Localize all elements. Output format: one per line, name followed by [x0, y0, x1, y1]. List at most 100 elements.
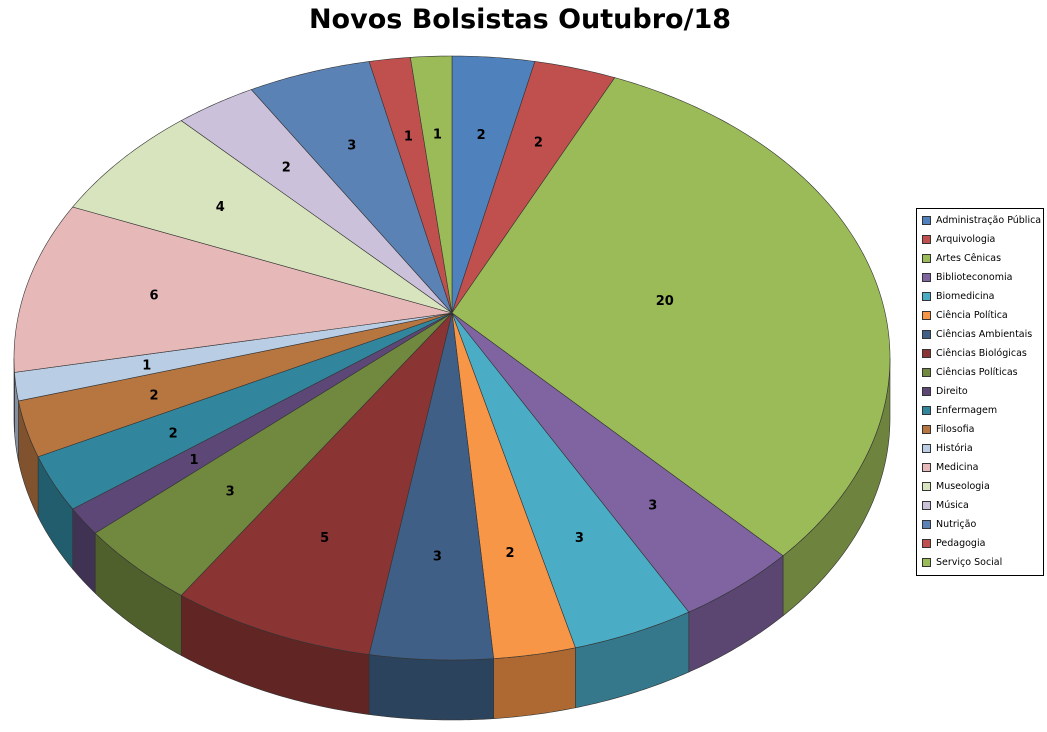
legend-label: Administração Pública [936, 215, 1042, 226]
legend-item: Ciências Políticas [917, 363, 1043, 382]
legend-item: História [917, 439, 1043, 458]
legend-label: Biblioteconomia [936, 272, 1013, 283]
pie-slice [410, 55, 453, 314]
legend-label: Direito [936, 386, 968, 397]
legend-swatch [922, 482, 931, 491]
legend-swatch [922, 520, 931, 529]
pie-slice [451, 312, 576, 659]
legend-item: Direito [917, 382, 1043, 401]
pie-slice-side [493, 647, 576, 719]
legend-swatch [922, 216, 931, 225]
data-label: 1 [433, 127, 442, 142]
legend-swatch [922, 444, 931, 453]
data-label: 3 [648, 498, 657, 513]
pie-slice [180, 311, 453, 655]
pie-slice [14, 312, 453, 402]
legend-item: Pedagogia [917, 534, 1043, 553]
pie-slice [18, 312, 453, 458]
pie-slice [451, 61, 616, 314]
legend-label: Ciências Políticas [936, 367, 1018, 378]
legend-item: Enfermagem [917, 401, 1043, 420]
legend-label: Ciências Ambientais [936, 329, 1033, 340]
legend-label: Enfermagem [936, 405, 998, 416]
legend-item: Serviço Social [917, 553, 1043, 572]
pie-slice [451, 312, 784, 613]
pie-slice-side [368, 654, 494, 721]
legend-item: Ciência Política [917, 306, 1043, 325]
legend-label: Artes Cênicas [936, 253, 1002, 264]
legend-label: Filosofia [936, 424, 975, 435]
legend-swatch [922, 425, 931, 434]
legend-swatch [922, 406, 931, 415]
data-label: 1 [190, 453, 199, 468]
pie-slice [13, 206, 453, 373]
legend-label: Biomedicina [936, 291, 995, 302]
legend-label: Pedagogia [936, 538, 986, 549]
data-label: 6 [150, 289, 159, 304]
legend-item: Biblioteconomia [917, 268, 1043, 287]
legend-swatch [922, 558, 931, 567]
pie-slice [37, 312, 453, 510]
legend-label: História [936, 443, 973, 454]
legend-swatch [922, 330, 931, 339]
legend-item: Museologia [917, 477, 1043, 496]
legend-swatch [922, 368, 931, 377]
legend-item: Ciências Ambientais [917, 325, 1043, 344]
pie-slice [180, 89, 453, 314]
pie-slice [72, 120, 453, 314]
legend-label: Arquivologia [936, 234, 996, 245]
legend-swatch [922, 501, 931, 510]
data-label: 3 [226, 484, 235, 499]
legend-label: Música [936, 500, 969, 511]
legend: Administração Pública Arquivologia Artes C… [916, 208, 1044, 576]
legend-item: Medicina [917, 458, 1043, 477]
data-label: 1 [142, 359, 151, 374]
data-label: 3 [433, 550, 442, 565]
legend-swatch [922, 273, 931, 282]
legend-label: Museologia [936, 481, 990, 492]
legend-swatch [922, 463, 931, 472]
data-label: 20 [656, 294, 674, 309]
legend-item: Biomedicina [917, 287, 1043, 306]
pie-slice [368, 57, 453, 314]
pie-slice [451, 77, 891, 557]
data-label: 2 [150, 388, 159, 403]
legend-item: Artes Cênicas [917, 249, 1043, 268]
chart-title: Novos Bolsistas Outubro/18 [308, 4, 732, 35]
legend-swatch [922, 387, 931, 396]
legend-item: Filosofia [917, 420, 1043, 439]
legend-swatch [922, 311, 931, 320]
pie-slice [368, 312, 494, 661]
data-label: 3 [347, 139, 356, 154]
pie-slice [72, 312, 453, 534]
pie-slice [250, 61, 453, 314]
pie-slice [451, 55, 536, 314]
legend-item: Arquivologia [917, 230, 1043, 249]
data-label: 4 [216, 200, 225, 215]
pie-slice [451, 312, 690, 649]
data-label: 2 [534, 136, 543, 151]
data-label: 3 [575, 531, 584, 546]
legend-label: Ciência Política [936, 310, 1008, 321]
data-label: 2 [506, 546, 515, 561]
data-label: 2 [282, 161, 291, 176]
legend-swatch [922, 254, 931, 263]
data-label: 2 [169, 426, 178, 441]
legend-label: Nutrição [936, 519, 977, 530]
legend-item: Ciências Biológicas [917, 344, 1043, 363]
pie-slice [94, 312, 453, 596]
legend-swatch [922, 539, 931, 548]
legend-item: Administração Pública [917, 211, 1043, 230]
legend-item: Música [917, 496, 1043, 515]
legend-swatch [922, 235, 931, 244]
data-label: 2 [477, 128, 486, 143]
legend-swatch [922, 349, 931, 358]
data-label: 1 [404, 129, 413, 144]
legend-swatch [922, 292, 931, 301]
legend-label: Serviço Social [936, 557, 1003, 568]
legend-label: Ciências Biológicas [936, 348, 1027, 359]
legend-item: Nutrição [917, 515, 1043, 534]
legend-label: Medicina [936, 462, 979, 473]
data-label: 5 [320, 531, 329, 546]
